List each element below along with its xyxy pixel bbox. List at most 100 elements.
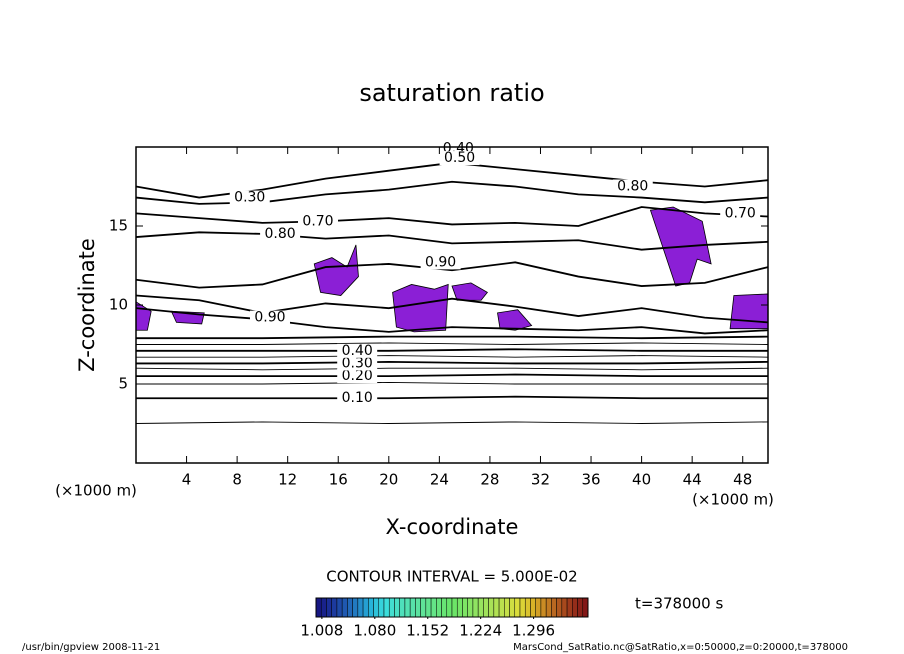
contour-label-bg xyxy=(229,190,270,205)
colorbar-stripe xyxy=(399,597,406,618)
colorbar-stripe xyxy=(556,597,563,618)
colorbar-stripe xyxy=(352,597,359,618)
colorbar-stripe xyxy=(540,597,547,618)
colorbar-stripe xyxy=(446,597,453,618)
x-tick-label: 16 xyxy=(329,471,348,489)
colorbar-stripe xyxy=(331,597,338,618)
contour-label: 0.50 xyxy=(444,150,475,166)
x-tick-label: 44 xyxy=(683,471,702,489)
colorbar-stripe xyxy=(357,597,364,618)
colorbar-stripe xyxy=(477,597,484,618)
contour-label: 0.80 xyxy=(617,179,648,195)
supersaturated-region xyxy=(497,309,533,331)
x-unit: (×1000 m) xyxy=(692,491,774,509)
colorbar-tick-label: 1.296 xyxy=(512,622,555,640)
contour-line xyxy=(136,381,768,385)
colorbar-stripe xyxy=(425,597,432,618)
contour-line xyxy=(136,355,769,358)
colorbar-stripe xyxy=(451,597,458,618)
colorbar-stripe xyxy=(336,597,343,618)
contour-label: 0.40 xyxy=(342,343,373,359)
contour-label: 0.30 xyxy=(234,190,265,206)
colorbar-stripe xyxy=(388,597,395,618)
contour-line xyxy=(136,335,769,340)
colorbar-stripe xyxy=(373,597,380,618)
contour-line xyxy=(136,348,768,352)
y-tick-label: 15 xyxy=(109,217,128,235)
colorbar-stripe xyxy=(409,597,416,618)
colorbar-stripe xyxy=(472,597,479,618)
contour-label: 0.80 xyxy=(265,226,296,242)
x-tick-label: 48 xyxy=(733,471,752,489)
colorbar-tick-label: 1.008 xyxy=(300,622,343,640)
contour-label: 0.10 xyxy=(342,390,373,406)
contour-interval: CONTOUR INTERVAL = 5.000E-02 xyxy=(326,568,577,586)
contour-line xyxy=(136,360,769,365)
contour-label-bg xyxy=(298,214,339,229)
colorbar-stripe xyxy=(320,597,327,618)
colorbar-tick-label: 1.224 xyxy=(459,622,502,640)
colorbar-stripe xyxy=(551,597,557,618)
supersaturated-region xyxy=(451,282,488,301)
contour-label-bg xyxy=(337,391,378,406)
colorbar-stripe xyxy=(315,597,322,618)
colorbar-stripe xyxy=(456,597,463,618)
colorbar-stripe xyxy=(483,597,489,618)
colorbar-stripe xyxy=(535,597,542,618)
contour-line xyxy=(135,261,769,289)
contour-line xyxy=(135,367,769,371)
colorbar-stripe xyxy=(394,597,400,618)
contour-label-bg xyxy=(612,179,653,194)
contour-label: 0.20 xyxy=(342,368,373,384)
contour-label-bg xyxy=(337,356,378,371)
x-tick-label: 20 xyxy=(379,471,398,489)
contour-label: 0.90 xyxy=(425,254,456,270)
colorbar-stripe xyxy=(441,597,448,618)
colorbar-stripe xyxy=(462,597,468,618)
colorbar-frame xyxy=(315,597,589,618)
x-tick-label: 36 xyxy=(581,471,600,489)
colorbar-stripe xyxy=(498,597,505,618)
colorbar-stripe xyxy=(378,597,385,618)
colorbar-stripe xyxy=(545,597,552,618)
colorbar-stripe xyxy=(404,597,411,618)
contour-line xyxy=(135,231,769,251)
x-tick-label: 32 xyxy=(531,471,550,489)
colorbar-stripe xyxy=(519,597,526,618)
colorbar-stripe xyxy=(383,597,390,618)
contour-label: 0.70 xyxy=(302,213,333,229)
colorbar-stripe xyxy=(430,597,437,618)
colorbar-tick-label: 1.080 xyxy=(353,622,396,640)
contour-line xyxy=(136,373,768,377)
colorbar-stripe xyxy=(326,597,332,618)
contour-line xyxy=(135,421,769,424)
contour-label-bg xyxy=(249,310,290,325)
x-tick-label: 28 xyxy=(480,471,499,489)
colorbar-stripe xyxy=(566,597,573,618)
contour-label-bg xyxy=(260,226,301,241)
colorbar-stripe xyxy=(467,597,474,618)
contour-label-bg xyxy=(337,369,378,384)
colorbar-stripe xyxy=(524,597,531,618)
y-tick-label: 10 xyxy=(109,296,128,314)
x-tick-label: 4 xyxy=(182,471,192,489)
x-tick-label: 12 xyxy=(278,471,297,489)
contour-label: 0.70 xyxy=(725,205,756,221)
x-tick-label: 8 xyxy=(232,471,242,489)
colorbar-stripe xyxy=(493,597,500,618)
colorbar-stripe xyxy=(504,597,510,618)
colorbar-stripe xyxy=(488,597,495,618)
supersaturated-region xyxy=(729,293,769,330)
colorbar-stripe xyxy=(341,597,348,618)
colorbar-stripe xyxy=(347,597,353,618)
colorbar-stripe xyxy=(582,597,589,618)
footer-right: MarsCond_SatRatio.nc@SatRatio,x=0:50000,… xyxy=(513,642,848,653)
colorbar-tick-label: 1.152 xyxy=(406,622,449,640)
colorbar-stripe xyxy=(420,597,427,618)
contour-line xyxy=(136,342,769,345)
contour-label-bg xyxy=(420,255,461,270)
x-tick-label: 40 xyxy=(632,471,651,489)
colorbar-stripe xyxy=(577,597,584,618)
contour-label: 0.30 xyxy=(342,355,373,371)
colorbar-stripe xyxy=(572,597,578,618)
